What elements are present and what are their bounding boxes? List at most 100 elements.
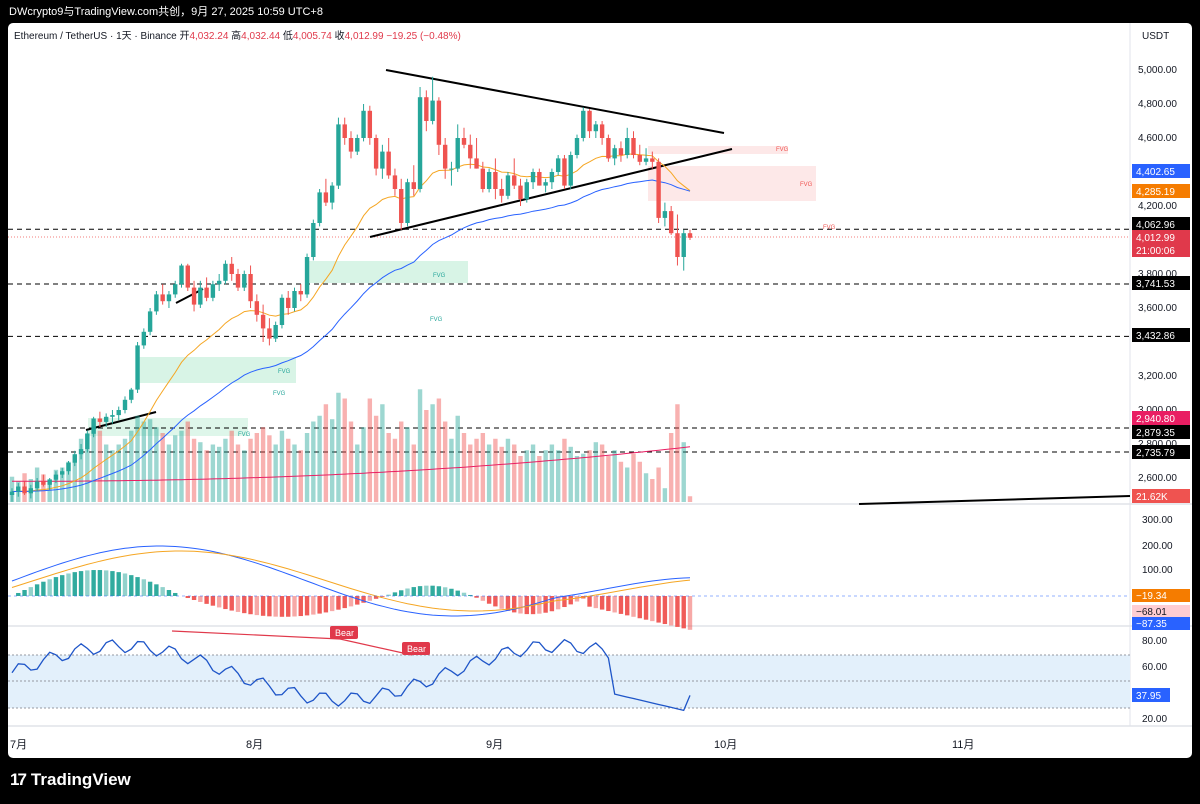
- volume-ma-line: [12, 446, 691, 482]
- volume-bar: [537, 456, 542, 502]
- macd-histogram-bar: [97, 570, 103, 596]
- macd-histogram-bar: [399, 590, 404, 596]
- fvg-zone: [88, 418, 248, 436]
- volume-bar: [317, 415, 322, 502]
- volume-bar: [499, 446, 504, 502]
- trading-chart[interactable]: FVG FVG FVG FVG FVG FVG FVG FVG Bear Bear USDT 5,00…: [8, 23, 1192, 758]
- candle-body: [329, 185, 335, 203]
- candle-body: [417, 97, 423, 189]
- macd-histogram-bar: [468, 594, 473, 596]
- macd-histogram-bar: [229, 596, 234, 611]
- macd-histogram-bar: [562, 596, 567, 608]
- chart-area[interactable]: FVG FVG FVG FVG FVG FVG FVG FVG Bear Bear USDT 5,00…: [8, 23, 1192, 758]
- candle-body: [499, 189, 504, 196]
- volume-bar: [512, 444, 517, 502]
- chart-legend: Ethereum / TetherUS · 1天 · Binance 开4,03…: [14, 27, 461, 42]
- volume-bar: [631, 453, 636, 502]
- candle-body: [160, 294, 165, 302]
- volume-bar: [625, 467, 630, 502]
- open-value: 4,032.24: [189, 31, 229, 42]
- volume-bar: [424, 410, 429, 502]
- macd-histogram-bar: [191, 596, 197, 601]
- volume-bar: [530, 444, 536, 502]
- macd-histogram-bar: [298, 596, 303, 617]
- volume-bar: [223, 438, 228, 502]
- volume-bar: [662, 488, 668, 502]
- price-tick-label: 3,600.00: [1138, 303, 1177, 314]
- candle-body: [668, 211, 674, 234]
- volume-bar: [173, 435, 178, 502]
- volume-bar: [599, 444, 605, 502]
- macd-histogram-bar: [361, 596, 366, 603]
- price-label: 3,741.53: [1136, 279, 1175, 290]
- candle-body: [562, 158, 567, 186]
- macd-histogram-bar: [47, 579, 52, 596]
- volume-bar: [474, 438, 479, 502]
- volume-label: 2,879.35: [1136, 428, 1175, 439]
- volume-bar: [656, 467, 661, 502]
- tradingview-logo[interactable]: 17 TradingView: [10, 770, 131, 790]
- candle-body: [637, 155, 642, 162]
- candle-body: [279, 297, 285, 325]
- volume-bar: [242, 450, 247, 502]
- macd-histogram-bar: [417, 586, 423, 596]
- candle-body: [41, 481, 46, 485]
- volume-bar: [304, 433, 310, 502]
- candle-body: [430, 100, 435, 121]
- volume-bar: [66, 461, 71, 502]
- candle-body: [191, 287, 197, 305]
- volume-bar: [235, 444, 241, 502]
- candle-body: [16, 486, 21, 492]
- price-tick-label: 5,000.00: [1138, 65, 1177, 76]
- macd-histogram-bar: [135, 577, 140, 596]
- bear-label-badge: [402, 642, 430, 655]
- macd-histogram-bar: [537, 596, 542, 614]
- volume-label: 2,735.79: [1136, 448, 1175, 459]
- symbol-label[interactable]: Ethereum / TetherUS · 1天 · Binance: [14, 31, 177, 42]
- volume-bar: [361, 427, 366, 502]
- rsi-divergence-line: [171, 630, 341, 640]
- volume-bar: [216, 446, 222, 502]
- macd-histogram-bar: [273, 596, 278, 617]
- volume-bar: [543, 450, 548, 502]
- volume-bar: [185, 421, 190, 502]
- macd-histogram-bar: [53, 577, 59, 596]
- candle-body: [66, 462, 71, 472]
- volume-bar: [116, 444, 121, 502]
- price-tick-label: 4,600.00: [1138, 133, 1177, 144]
- volume-bar: [342, 398, 347, 502]
- price-label: 21:00:06: [1136, 246, 1175, 257]
- price-label: 4,285.19: [1136, 187, 1175, 198]
- macd-histogram-bar: [574, 596, 580, 602]
- volume-bar: [417, 389, 423, 502]
- candle-body: [681, 233, 686, 257]
- candle-body: [474, 158, 479, 169]
- trendline-lower: [369, 148, 733, 238]
- candle-body: [392, 175, 398, 189]
- macd-histogram-bar: [405, 588, 410, 596]
- macd-histogram-bar: [41, 581, 46, 596]
- macd-histogram-bar: [449, 588, 454, 596]
- candle-body: [342, 124, 347, 138]
- rsi-label: 37.95: [1136, 691, 1161, 702]
- volume-bar: [78, 438, 84, 502]
- candle-body: [386, 151, 391, 176]
- time-tick-label: 11月: [952, 739, 974, 751]
- macd-histogram-bar: [292, 596, 297, 617]
- volume-bar: [505, 438, 511, 502]
- volume-bar: [122, 438, 128, 502]
- volume-bar: [399, 421, 404, 502]
- macd-histogram-bar: [242, 596, 247, 614]
- macd-histogram-bar: [28, 587, 34, 596]
- volume-bar: [442, 421, 448, 502]
- macd-histogram-bar: [110, 571, 115, 596]
- price-label: 4,402.65: [1136, 167, 1175, 178]
- candle-body: [442, 144, 448, 169]
- price-label-badge: [1132, 243, 1190, 257]
- macd-histogram-bar: [154, 584, 159, 596]
- volume-bar: [455, 415, 460, 502]
- macd-histogram-bar: [606, 596, 611, 612]
- header-text: DWcrypto9与TradingView.com共创，9月 27, 2025 …: [9, 6, 323, 18]
- candle-body: [399, 189, 404, 223]
- candle-body: [78, 449, 84, 455]
